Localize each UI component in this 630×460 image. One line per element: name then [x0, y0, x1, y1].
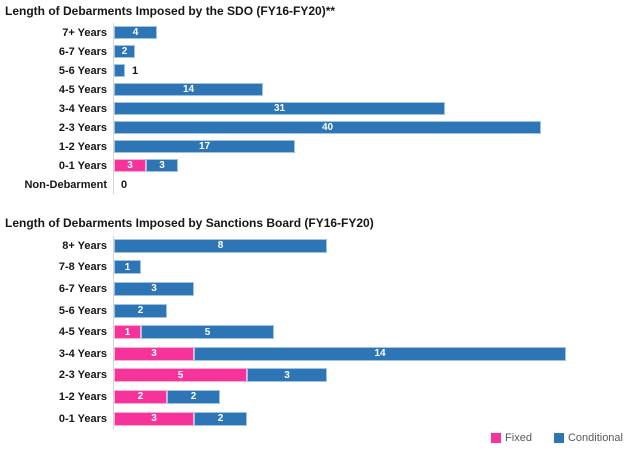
value-label: 1 [132, 64, 139, 77]
legend: Fixed Conditional [5, 432, 630, 444]
chart-row: 6-7 Years 3 [59, 278, 630, 300]
conditional-bar: 14 [114, 83, 263, 96]
bar-group: 1 [114, 61, 138, 80]
fixed-bar: 3 [114, 159, 146, 172]
chart-sanctions-board-title: Length of Debarments Imposed by Sanction… [5, 216, 374, 230]
conditional-bar: 17 [114, 140, 295, 153]
chart-row: 0-1 Years 3 2 [59, 408, 630, 430]
bar-group: 8 [114, 235, 327, 257]
bar-group: 14 [114, 80, 263, 99]
value-label: 0 [121, 178, 128, 191]
fixed-bar: 3 [114, 346, 194, 361]
conditional-bar: 3 [114, 281, 194, 296]
category-label: 7+ Years [62, 26, 107, 39]
bar-group: 4 [114, 23, 157, 42]
category-label: Non-Debarment [24, 178, 107, 191]
conditional-bar: 3 [247, 368, 327, 383]
chart-row: 7+ Years 4 [62, 23, 630, 42]
conditional-bar: 5 [141, 325, 274, 340]
conditional-bar [114, 64, 125, 77]
category-label: 0-1 Years [58, 159, 107, 172]
fixed-swatch-icon [491, 433, 502, 444]
bar-group: 3 [114, 278, 194, 300]
bar-group: 1 [114, 257, 141, 279]
conditional-bar: 40 [114, 121, 541, 134]
conditional-bar: 2 [114, 45, 135, 58]
category-label: 4-5 Years [58, 83, 107, 96]
chart-row: 2-3 Years 5 3 [59, 365, 630, 387]
chart-row: 4-5 Years 14 [59, 80, 630, 99]
category-label: 2-3 Years [58, 121, 107, 134]
legend-item-fixed: Fixed [491, 432, 532, 444]
category-label: 8+ Years [62, 239, 107, 252]
chart-sdo-title: Length of Debarments Imposed by the SDO … [5, 4, 336, 18]
category-label: 2-3 Years [58, 369, 107, 382]
bar-group: 40 [114, 118, 541, 137]
chart-row: 0-1 Years 3 3 [59, 156, 630, 175]
category-label: 0-1 Years [58, 412, 107, 425]
chart-row: 3-4 Years 3 14 [59, 343, 630, 365]
category-label: 1-2 Years [58, 140, 107, 153]
category-label: 1-2 Years [58, 390, 107, 403]
fixed-bar: 5 [114, 368, 247, 383]
chart-sanctions-board: Length of Debarments Imposed by Sanction… [5, 216, 630, 430]
bar-group: 0 [114, 175, 127, 194]
chart-row: 1-2 Years 17 [59, 137, 630, 156]
fixed-bar: 2 [114, 389, 167, 404]
chart-row: 5-6 Years 1 [59, 61, 630, 80]
category-label: 3-4 Years [58, 347, 107, 360]
bar-group: 2 [114, 42, 135, 61]
chart-sdo-plot-area: 7+ Years 4 6-7 Years 2 5-6 Years 1 4-5 Years 14… [24, 23, 630, 194]
chart-row: 8+ Years 8 [62, 235, 630, 257]
conditional-bar: 3 [146, 159, 178, 172]
conditional-bar: 14 [194, 346, 566, 361]
chart-row: 1-2 Years 2 2 [59, 386, 630, 408]
chart-row: 3-4 Years 31 [59, 99, 630, 118]
legend-label-conditional: Conditional [567, 432, 623, 445]
bar-group: 17 [114, 137, 295, 156]
bar-group: 3 14 [114, 343, 566, 365]
bar-group: 31 [114, 99, 445, 118]
category-label: 5-6 Years [58, 304, 107, 317]
legend-label-fixed: Fixed [505, 432, 532, 445]
fixed-bar: 3 [114, 411, 194, 426]
chart-sdo: Length of Debarments Imposed by the SDO … [5, 4, 630, 194]
category-label: 6-7 Years [58, 45, 107, 58]
chart-row: Non-Debarment 0 [24, 175, 630, 194]
chart-row: 7-8 Years 1 [59, 257, 630, 279]
fixed-bar: 1 [114, 325, 141, 340]
conditional-bar: 1 [114, 260, 141, 275]
conditional-bar: 2 [114, 303, 167, 318]
chart-row: 4-5 Years 1 5 [59, 321, 630, 343]
category-label: 3-4 Years [58, 102, 107, 115]
chart-row: 2-3 Years 40 [59, 118, 630, 137]
chart-row: 6-7 Years 2 [59, 42, 630, 61]
conditional-bar: 31 [114, 102, 445, 115]
conditional-bar: 4 [114, 26, 157, 39]
bar-group: 2 [114, 300, 167, 322]
legend-item-conditional: Conditional [553, 432, 623, 445]
category-label: 4-5 Years [58, 326, 107, 339]
category-label: 5-6 Years [58, 64, 107, 77]
category-label: 7-8 Years [58, 261, 107, 274]
chart-row: 5-6 Years 2 [59, 300, 630, 322]
conditional-bar: 2 [194, 411, 247, 426]
conditional-bar: 8 [114, 238, 327, 253]
category-label: 6-7 Years [58, 282, 107, 295]
conditional-swatch-icon [553, 433, 564, 444]
conditional-bar: 2 [167, 389, 220, 404]
chart-sanctions-board-plot-area: 8+ Years 8 7-8 Years 1 6-7 Years 3 5-6 Years 2 4… [59, 235, 630, 430]
